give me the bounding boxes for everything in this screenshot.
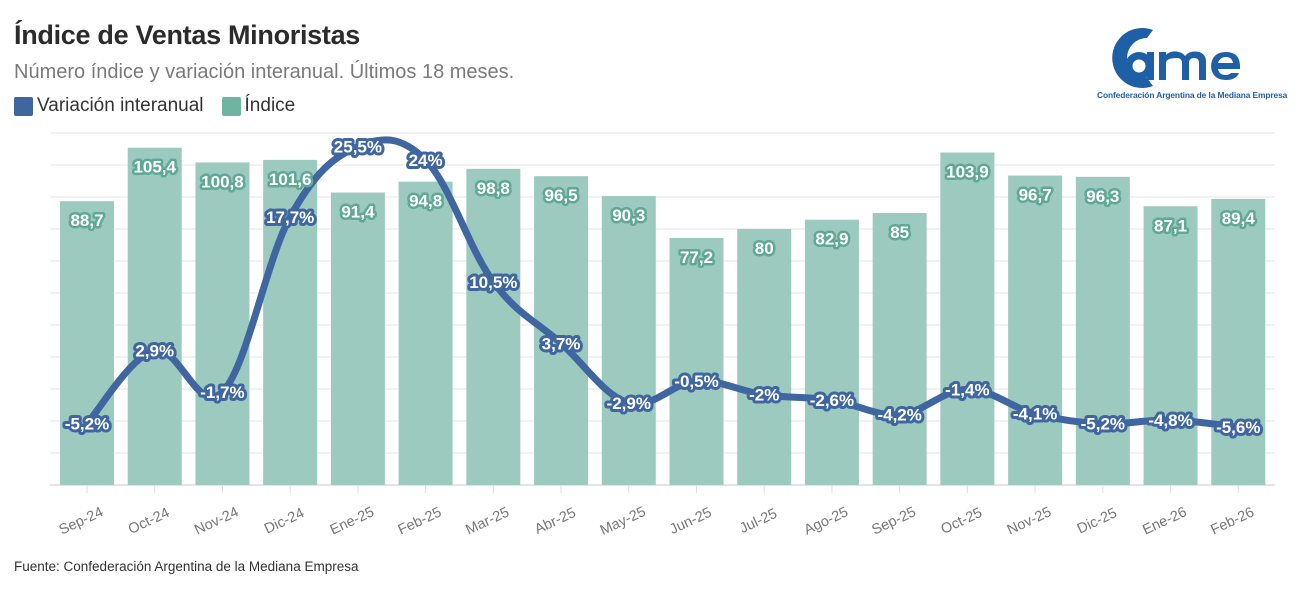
- line-value-label: -2,6%: [810, 391, 854, 410]
- x-axis-label: Ene-25: [328, 504, 377, 538]
- bar: [466, 168, 521, 485]
- bar-value-label: 101,6: [269, 170, 312, 189]
- legend-swatch-bar: [221, 96, 241, 116]
- bar-value-label: 105,4: [133, 158, 176, 177]
- line-labels: -5,2% 2,9% -1,7% 17,7% 25,5% 24% 10,5% 3,7% -2,9…: [62, 135, 1264, 441]
- came-logo: [1112, 28, 1241, 88]
- bar: [737, 229, 792, 485]
- line-value-label: 3,7%: [542, 334, 581, 353]
- x-axis-label: Ene-26: [1140, 504, 1189, 538]
- x-axis-label: Nov-24: [192, 504, 241, 538]
- x-axis-label: Dic-25: [1075, 505, 1120, 537]
- legend-item-indice[interactable]: Índice: [221, 95, 296, 117]
- x-axis-labels: Sep-24 Oct-24 Nov-24 Dic-24 Ene-25 Feb-25 Mar-…: [57, 504, 1257, 539]
- line-value-label: -4,2%: [877, 406, 921, 425]
- x-axis-label: Mar-25: [463, 504, 511, 538]
- legend: Variación interanual Índice: [14, 95, 313, 117]
- line-value-label: 10,5%: [469, 273, 517, 292]
- bar: [940, 152, 995, 485]
- x-axis-label: May-25: [598, 504, 649, 539]
- variacion-line: [83, 136, 1242, 431]
- x-axis-label: Feb-26: [1208, 504, 1256, 538]
- line-value-label: -4,8%: [1148, 411, 1192, 430]
- x-axis-label: Feb-25: [396, 504, 444, 538]
- x-axis-label: Ago-25: [802, 504, 851, 538]
- line-value-label: -0,5%: [674, 372, 718, 391]
- line-value-label: -5,2%: [1081, 415, 1125, 434]
- legend-label-indice: Índice: [244, 95, 296, 116]
- logo-m: [1159, 51, 1206, 80]
- bar: [127, 147, 182, 485]
- bar-value-label: 88,7: [70, 211, 103, 230]
- bar: [398, 181, 453, 485]
- bar-value-label: 96,3: [1086, 187, 1119, 206]
- bar: [1075, 176, 1130, 485]
- bar: [1143, 206, 1198, 485]
- x-axis-label: Sep-24: [57, 504, 106, 538]
- line-value-label: 2,9%: [135, 342, 174, 361]
- x-axis-label: Dic-24: [262, 505, 307, 537]
- line-value-label: -2%: [749, 386, 779, 405]
- line-value-label: -1,4%: [945, 380, 989, 399]
- legend-item-variacion[interactable]: Variación interanual: [14, 95, 204, 117]
- line-value-label: -5,6%: [1216, 418, 1260, 437]
- bar: [60, 201, 114, 485]
- legend-swatch-line: [14, 96, 33, 116]
- bar-value-label: 100,8: [201, 172, 244, 191]
- bar: [1008, 175, 1063, 485]
- bar: [195, 162, 250, 485]
- bar: [669, 237, 724, 485]
- bar-value-label: 90,3: [612, 206, 645, 225]
- line-value-label: -2,9%: [607, 394, 651, 413]
- source-note: Fuente: Confederación Argentina de la Me…: [14, 559, 359, 574]
- line-value-label: 25,5%: [334, 138, 382, 157]
- x-axis-label: Jun-25: [667, 505, 714, 538]
- x-ticks: [86, 485, 1239, 493]
- x-axis-label: Jul-25: [737, 506, 780, 537]
- x-axis-label: Oct-24: [126, 505, 172, 538]
- bar-value-label: 91,4: [341, 203, 375, 222]
- bar: [804, 219, 859, 485]
- bars: [60, 147, 1266, 486]
- line-value-label: -5,2%: [65, 415, 109, 434]
- x-axis-label: Abr-25: [532, 505, 578, 538]
- line-value-label: 24%: [409, 151, 443, 170]
- bar-value-label: 87,1: [1154, 216, 1187, 235]
- bar-value-label: 85: [890, 223, 909, 242]
- bar-value-label: 98,8: [477, 179, 510, 198]
- bar: [872, 213, 927, 485]
- logo-tagline: Confederación Argentina de la Mediana Em…: [1097, 90, 1288, 100]
- logo-c-shape: [1112, 28, 1153, 88]
- bar-labels: 88,7 105,4 100,8 101,6 91,4 94,8 98,8 96,5 90,3 7…: [68, 155, 1258, 269]
- bar-value-label: 80: [755, 239, 774, 258]
- bar: [1211, 198, 1266, 486]
- legend-label-variacion: Variación interanual: [37, 95, 204, 116]
- bar-value-label: 82,9: [815, 230, 848, 249]
- bar-value-label: 94,8: [409, 192, 442, 211]
- x-axis-label: Oct-25: [939, 505, 985, 538]
- line-value-label: 17,7%: [266, 208, 314, 227]
- line-value-label: -4,1%: [1013, 405, 1057, 424]
- bar: [601, 196, 656, 486]
- x-axis-label: Sep-25: [869, 504, 918, 538]
- logo-e: [1211, 52, 1241, 80]
- line-value-label: -1,7%: [200, 383, 244, 402]
- x-axis-label: Nov-25: [1005, 504, 1054, 538]
- bar-value-label: 103,9: [946, 163, 989, 182]
- bar-value-label: 96,5: [545, 186, 578, 205]
- chart-title: Índice de Ventas Minoristas: [14, 20, 361, 50]
- bar-value-label: 89,4: [1222, 209, 1256, 228]
- chart-subtitle: Número índice y variación interanual. Úl…: [14, 61, 515, 83]
- bar-value-label: 77,2: [680, 248, 713, 267]
- bar-value-label: 96,7: [1019, 186, 1052, 205]
- bar: [330, 192, 385, 485]
